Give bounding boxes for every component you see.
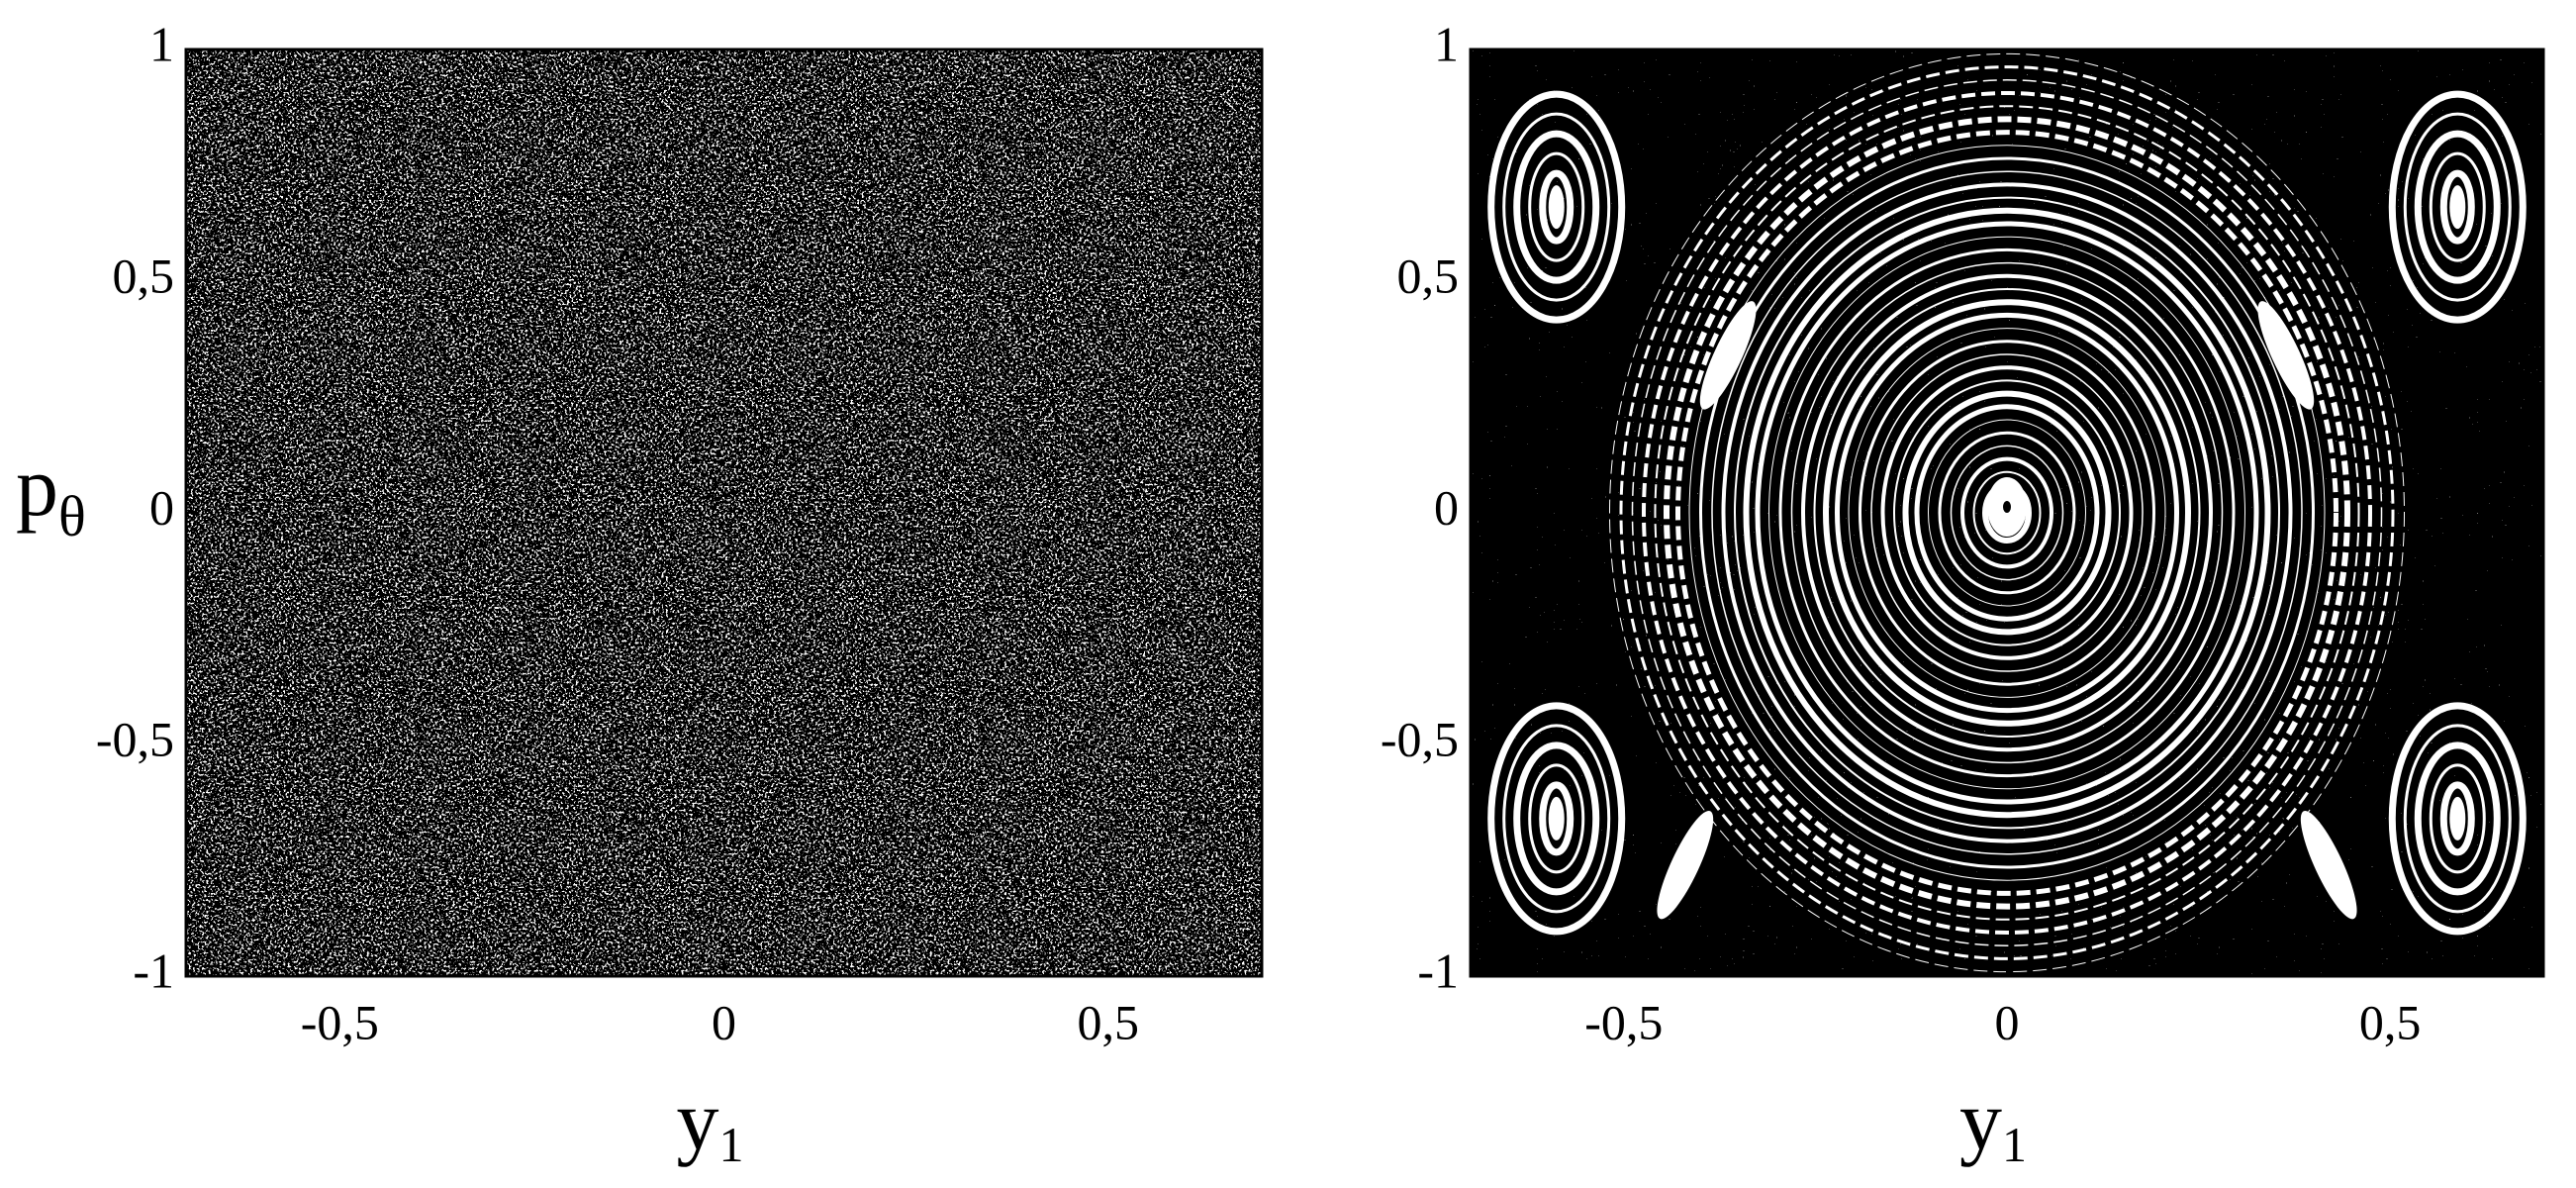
orbit: [1631, 79, 2383, 946]
y-tick-label: -0,5: [1381, 711, 1459, 766]
island: [2414, 130, 2501, 284]
x-tick-label: 0: [712, 994, 736, 1049]
orbit: [1870, 353, 2144, 672]
island: [2439, 781, 2475, 856]
y-tick-label: -1: [1417, 942, 1459, 998]
orbit: [1699, 156, 2315, 869]
y-axis-label-sub: θ: [58, 484, 86, 548]
island: [1513, 130, 1600, 284]
island: [1539, 781, 1574, 856]
y-tick-label: 0,5: [113, 248, 175, 303]
island: [2429, 151, 2486, 262]
orbit: [1755, 221, 2259, 805]
island: [2388, 90, 2527, 324]
y-tick-label: 1: [1434, 16, 1459, 71]
orbit: [1972, 470, 2042, 555]
orbit: [1835, 312, 2179, 714]
island: [2449, 796, 2466, 841]
orbit: [1664, 116, 2350, 910]
orbit: [1848, 328, 2166, 698]
y-tick-label: 0: [1434, 479, 1459, 535]
orbit: [1813, 288, 2201, 738]
y-tick-label: 0,5: [1397, 248, 1460, 303]
orbit: [1960, 456, 2053, 569]
x-axis-label: y1: [677, 1072, 744, 1173]
x-axis-label-sub: 1: [719, 1117, 744, 1172]
island: [1513, 742, 1600, 896]
orbit: [1902, 390, 2112, 636]
orbit: [1790, 261, 2224, 764]
x-tick-label: -0,5: [1584, 994, 1663, 1049]
x-tick-label: -0,5: [301, 994, 379, 1049]
island: [1548, 796, 1565, 841]
island: [2429, 763, 2486, 874]
island: [2414, 742, 2501, 896]
x-axis-label-main: y: [1959, 1072, 2002, 1167]
island: [1548, 185, 1565, 230]
point-cloud: [186, 50, 1262, 976]
plot-area: [186, 50, 1262, 976]
x-tick-label: 0,5: [2359, 994, 2422, 1049]
orbit: [1938, 431, 2076, 595]
orbit: [1688, 145, 2326, 881]
island: [2403, 724, 2512, 914]
y-tick-label: 1: [149, 16, 174, 71]
island: [2388, 702, 2527, 936]
y-axis-label-main: p: [16, 439, 58, 534]
y-tick-label: 0: [149, 479, 174, 535]
orbit: [1893, 379, 2121, 646]
y-axis-label: pθ: [16, 439, 86, 549]
island: [2449, 185, 2466, 230]
crescent: [2300, 810, 2357, 920]
orbit: [1950, 445, 2064, 581]
orbit: [1928, 419, 2086, 607]
orbit: [1711, 170, 2303, 855]
crescent: [1657, 810, 1714, 920]
island: [1539, 169, 1574, 245]
island: [1528, 763, 1585, 874]
orbit: [1743, 207, 2271, 819]
orbit: [1654, 105, 2360, 921]
x-tick-label: 0,5: [1077, 994, 1139, 1049]
island: [1502, 724, 1611, 914]
plot-area: [1471, 50, 2543, 976]
y-tick-label: -1: [133, 942, 174, 998]
island: [2439, 169, 2475, 245]
x-axis-label-main: y: [677, 1072, 719, 1167]
orbit: [1734, 196, 2280, 830]
orbit: [1642, 91, 2372, 935]
island: [2403, 112, 2512, 302]
orbit: [1859, 340, 2155, 686]
crescent: [2257, 301, 2315, 410]
island: [1487, 90, 1626, 324]
orbit: [1914, 404, 2100, 622]
orbit: [1675, 130, 2338, 896]
orbit: [1721, 182, 2293, 843]
orbit: [1778, 248, 2236, 778]
orbit: [1619, 65, 2395, 960]
orbit: [1823, 299, 2191, 727]
orbit-center: [2003, 501, 2011, 513]
orbit: [1768, 236, 2245, 790]
island: [1502, 112, 1611, 302]
crescent: [1699, 301, 1757, 410]
island: [1487, 702, 1626, 936]
island: [1528, 151, 1585, 262]
orbit: [1880, 365, 2134, 660]
y-tick-label: -0,5: [96, 711, 174, 766]
x-axis-label: y1: [1959, 1072, 2027, 1173]
x-axis-label-sub: 1: [2002, 1117, 2027, 1172]
x-tick-label: 0: [1995, 994, 2020, 1049]
orbit: [1801, 273, 2213, 752]
